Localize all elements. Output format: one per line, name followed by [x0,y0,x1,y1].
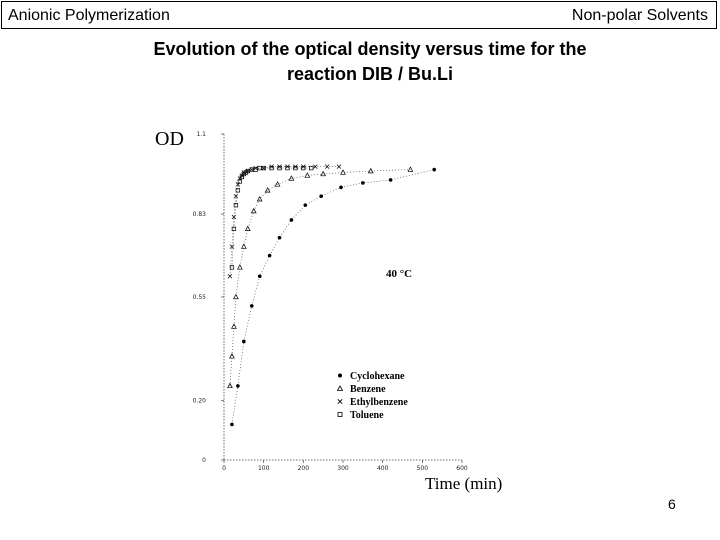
data-point-cyclohexane [432,167,437,172]
data-point-cyclohexane [236,384,240,388]
data-point-toluene [301,165,306,171]
y-axis-label: OD [155,128,184,150]
data-point-toluene [229,265,235,270]
data-point-benzene [367,167,374,174]
x-tick-label: 300 [337,465,349,472]
data-point-toluene [249,167,254,172]
data-point-toluene [233,202,239,208]
data-point-benzene [407,166,414,172]
data-point-toluene [245,168,250,174]
data-point-benzene [320,170,327,177]
data-point-benzene [231,323,237,329]
data-point-benzene [229,353,235,359]
x-tick-label: 200 [298,465,310,472]
data-point-toluene [269,165,274,171]
data-point-toluene [277,165,282,171]
data-point-toluene [257,165,262,171]
data-point-benzene [244,225,251,231]
data-point-ethylbenzene [324,164,330,169]
legend-label: Cyclohexane [350,371,405,382]
data-point-benzene [250,207,257,214]
x-tick-label: 500 [417,465,429,472]
slide-title-line-1: Evolution of the optical density versus … [153,39,587,59]
x-axis-label: Time (min) [425,474,503,493]
series-curve [229,166,340,277]
data-point-cyclohexane [257,274,262,279]
data-point-toluene [285,165,290,171]
y-tick-label: 0 [202,457,206,464]
data-point-ethylbenzene [249,167,255,172]
data-point-toluene [261,165,266,171]
data-point-toluene [231,226,237,231]
y-tick-label: 0.20 [193,398,207,405]
data-point-ethylbenzene [261,165,266,171]
y-tick-label: 0.83 [193,211,207,218]
data-point-toluene [293,165,298,171]
series-curve [229,169,411,386]
data-point-ethylbenzene [336,164,342,169]
data-point-benzene [236,264,243,270]
data-point-cyclohexane [339,185,343,190]
data-point-benzene [233,293,239,300]
x-tick-label: 100 [258,465,270,472]
data-point-toluene [235,188,241,193]
data-point-cyclohexane [303,203,308,207]
header-bar: Anionic Polymerization Non-polar Solvent… [1,1,717,29]
legend-marker-benzene [336,385,344,391]
x-tick-label: 400 [377,465,389,472]
data-point-cyclohexane [249,304,254,308]
slide-title: Evolution of the optical density versus … [100,37,640,87]
legend-label: Ethylbenzene [350,397,408,408]
data-point-cyclohexane [388,178,393,182]
header-left-title: Anionic Polymerization [8,7,170,24]
slide-title-line-2: reaction DIB / Bu.Li [286,64,454,84]
data-point-cyclohexane [277,235,282,240]
data-point-benzene [304,172,311,178]
series-curve [231,169,435,425]
x-tick-label: 600 [456,465,468,472]
data-point-toluene [237,179,243,184]
data-point-cyclohexane [230,422,234,427]
data-point-ethylbenzene [229,244,235,249]
data-point-benzene [227,382,233,389]
y-tick-label: 0.55 [193,294,207,301]
data-point-cyclohexane [242,339,246,344]
data-point-benzene [264,187,271,193]
data-point-benzene [288,175,295,181]
data-point-benzene [274,181,281,187]
data-point-ethylbenzene [227,274,233,279]
data-point-cyclohexane [267,253,272,258]
data-point-ethylbenzene [312,164,318,169]
data-point-cyclohexane [361,181,365,185]
data-point-toluene [253,167,258,172]
data-point-benzene [240,243,247,249]
data-point-toluene [309,165,314,171]
y-tick-label: 1.1 [196,131,206,138]
data-point-benzene [340,169,346,175]
data-point-cyclohexane [319,194,323,199]
legend-marker-toluene [337,412,343,417]
header-right-title: Non-polar Solvents [571,7,708,24]
temperature-annotation: 40 °C [386,268,412,280]
legend-marker-ethylbenzene [337,398,343,405]
legend-marker-cyclohexane [338,373,342,378]
legend-label: Toluene [350,410,384,421]
page-number: 6 [668,496,676,512]
x-tick-label: 0 [222,465,226,472]
data-point-cyclohexane [289,218,294,222]
data-point-benzene [256,195,263,202]
legend-label: Benzene [350,384,386,395]
